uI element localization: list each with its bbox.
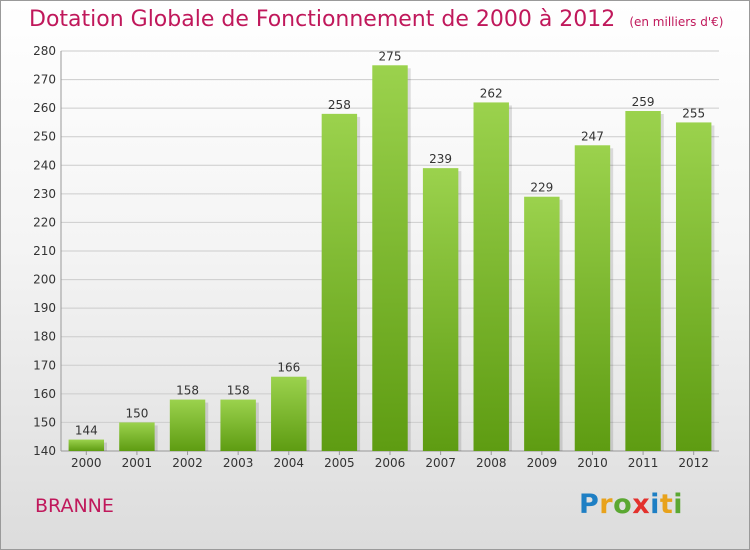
data-label-2009: 229: [530, 181, 553, 195]
x-tick-label: 2007: [425, 456, 456, 470]
x-tick-label: 2010: [577, 456, 608, 470]
data-label-2011: 259: [632, 95, 655, 109]
y-tick-label: 180: [33, 330, 56, 344]
bar-2012: [675, 122, 712, 451]
chart-title: Dotation Globale de Fonctionnement de 20…: [29, 7, 723, 32]
data-label-2002: 158: [176, 384, 199, 398]
logo-letter: x: [632, 489, 651, 520]
x-tick-label: 2001: [122, 456, 153, 470]
logo-letter: i: [673, 489, 684, 520]
logo-letter: t: [659, 489, 674, 520]
y-tick-label: 240: [33, 158, 56, 172]
x-tick-label: 2005: [324, 456, 355, 470]
logo-letter: i: [650, 489, 660, 520]
data-label-2007: 239: [429, 152, 452, 166]
y-tick-label: 200: [33, 273, 56, 287]
data-label-2008: 262: [480, 86, 503, 100]
data-label-2010: 247: [581, 129, 604, 143]
x-tick-label: 2000: [71, 456, 102, 470]
y-tick-label: 270: [33, 73, 56, 87]
proxiti-logo[interactable]: Proxiti: [579, 489, 683, 520]
bars: [68, 65, 715, 452]
logo-letter: r: [599, 489, 614, 520]
bar-2011: [625, 111, 661, 451]
y-tick-label: 250: [33, 130, 56, 144]
bar-2009: [524, 196, 560, 451]
bar-2004: [271, 376, 307, 451]
x-tick-label: 2009: [527, 456, 558, 470]
y-tick-label: 260: [33, 101, 56, 115]
bar-2008: [473, 102, 509, 451]
x-tick-label: 2006: [375, 456, 406, 470]
bar-2006: [372, 65, 408, 452]
x-tick-label: 2011: [628, 456, 659, 470]
bar-2003: [220, 399, 256, 451]
data-label-2004: 166: [277, 361, 300, 375]
y-tick-label: 230: [33, 187, 56, 201]
x-tick-label: 2003: [223, 456, 254, 470]
data-label-2006: 275: [379, 49, 402, 63]
y-tick-label: 150: [33, 415, 56, 429]
logo-letter: P: [579, 489, 600, 520]
chart-title-text: Dotation Globale de Fonctionnement de 20…: [29, 7, 616, 32]
data-label-2003: 158: [227, 384, 250, 398]
tick-labels: 140 150 160 170 180 190 200 210 220 230 240 250 260 2…: [33, 44, 709, 470]
place-name: BRANNE: [35, 495, 114, 517]
y-tick-label: 220: [33, 215, 56, 229]
data-label-2001: 150: [125, 406, 148, 420]
chart-unit: (en milliers d'€): [629, 15, 724, 29]
bar-2007: [422, 168, 459, 451]
data-label-2000: 144: [75, 424, 98, 438]
data-label-2005: 258: [328, 98, 351, 112]
y-tick-label: 280: [33, 44, 56, 58]
data-labels: 144 150 158 158 166 258 275 239 262 229 247 259 255: [75, 49, 705, 437]
y-tick-label: 210: [33, 244, 56, 258]
logo-letter: o: [613, 489, 633, 520]
x-tick-label: 2008: [476, 456, 507, 470]
bar-2000: [68, 439, 105, 451]
bar-2001: [119, 422, 155, 451]
bar-2002: [169, 399, 206, 451]
bar-2005: [321, 113, 358, 451]
x-tick-label: 2004: [273, 456, 304, 470]
x-tick-label: 2002: [172, 456, 203, 470]
x-tick-label: 2012: [678, 456, 709, 470]
y-tick-label: 140: [33, 444, 56, 458]
y-tick-label: 170: [33, 358, 56, 372]
y-tick-label: 190: [33, 301, 56, 315]
y-tick-label: 160: [33, 387, 56, 401]
data-label-2012: 255: [682, 106, 705, 120]
bar-2010: [574, 145, 611, 452]
